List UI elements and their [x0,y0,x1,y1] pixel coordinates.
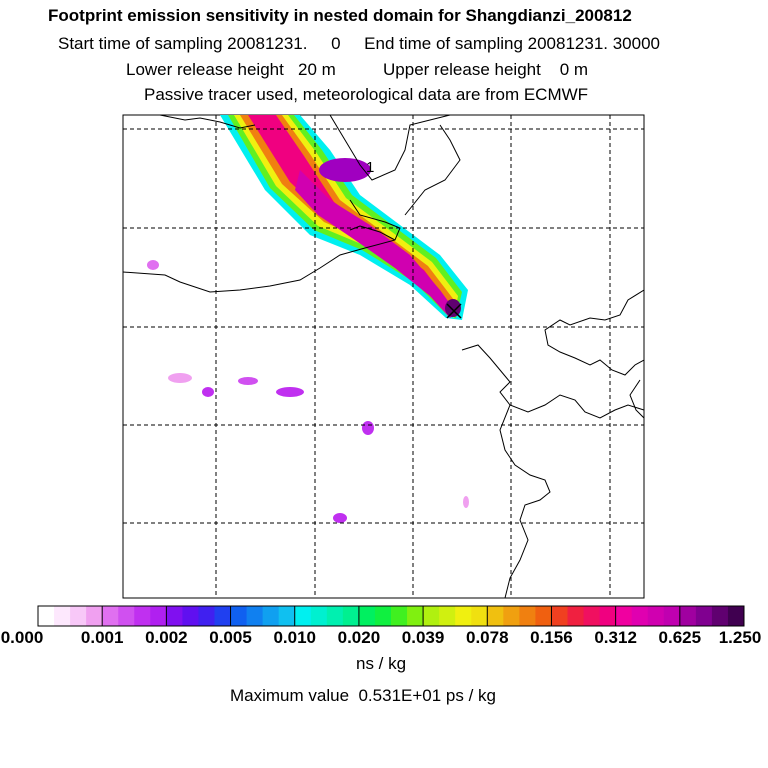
colorbar-label: 0.312 [594,628,637,647]
colorbar-swatch [631,606,649,626]
colorbar-swatch [134,606,151,626]
release-height-line: Lower release height 20 m Upper release … [126,60,589,79]
figure-title: Footprint emission sensitivity in nested… [48,6,632,25]
colorbar-label: 0.010 [273,628,316,647]
colorbar-swatch [407,606,424,626]
colorbar-swatch [246,606,264,626]
plume-core [295,170,456,318]
colorbar-swatch [391,606,408,626]
colorbar-swatch [663,606,681,626]
colorbar-swatch [727,606,745,626]
colorbar-label: 0.078 [465,628,509,647]
patch-west [147,260,159,270]
colorbar-swatch [326,606,344,626]
colorbar-swatch [695,606,713,626]
colorbar-label: 1.250 [718,628,762,647]
colorbar-units: ns / kg [356,654,407,673]
colorbar-swatch [439,606,456,626]
patch-sw-4 [276,387,304,397]
colorbar-swatch [471,606,488,626]
colorbar-swatch [679,606,697,626]
colorbar-label: 0.156 [530,628,573,647]
colorbar-swatch [567,606,585,626]
colorbar-swatch [647,606,665,626]
coastline-2 [461,344,644,419]
colorbar-label: 0.001 [80,628,124,647]
colorbar-swatch [118,606,135,626]
border-line-3 [329,115,451,181]
coastline-4 [629,379,644,419]
colorbar-swatch [310,606,328,626]
tracer-info-line: Passive tracer used, meteorological data… [144,85,589,104]
plume-core-dark [445,299,461,317]
colorbar-swatch [599,606,617,626]
colorbar-swatch [503,606,520,626]
colorbar-label: 0.039 [401,628,445,647]
colorbar-swatch [150,606,167,626]
border-line-1 [123,199,401,293]
colorbar-swatch [423,606,440,626]
map-frame [122,114,645,599]
colorbar-swatch [262,606,280,626]
colorbar-swatch [455,606,472,626]
sampling-time-line: Start time of sampling 20081231. 0 End t… [58,34,660,53]
colorbar-label: 0.020 [337,628,381,647]
colorbar-swatch [182,606,199,626]
colorbar-swatch [166,606,183,626]
colorbar-swatch [615,606,633,626]
station-marker [446,303,462,319]
colorbar-label: 0.002 [145,628,188,647]
colorbar-swatch [102,606,119,626]
colorbar-swatch [374,606,392,626]
colorbar-swatch [278,606,296,626]
colorbar-frame [37,605,745,627]
lat-lon-grid [123,115,644,598]
patch-sw-2 [202,387,214,397]
patch-sw-1 [168,373,192,383]
station-number-label: 1 [366,159,374,176]
colorbar-swatch [214,606,232,626]
colorbar-swatch [198,606,215,626]
colorbar-swatch [358,606,376,626]
colorbar [37,605,745,627]
colorbar-label: 0.000 [0,628,44,647]
colorbar-swatch [230,606,248,626]
colorbar-swatch [583,606,601,626]
colorbar-swatch [711,606,729,626]
colorbar-swatch [294,606,312,626]
colorbar-label: 0.625 [658,628,702,647]
colorbar-swatch [86,606,103,626]
maximum-value-text: Maximum value 0.531E+01 ps / kg [230,686,496,705]
coastline-3 [499,404,551,598]
colorbar-swatch [70,606,87,626]
colorbar-swatch [342,606,360,626]
colorbar-swatch [487,606,504,626]
colorbar-swatch [54,606,71,626]
border-line-2 [159,115,256,129]
patch-south-3 [463,496,469,508]
colorbar-swatch [535,606,552,626]
patch-south-1 [362,421,374,435]
colorbar-swatch [551,606,568,626]
patch-south-2 [333,513,347,523]
plume-core-purple-blob [319,158,371,182]
colorbar-swatch [38,606,55,626]
border-line-4 [404,124,461,216]
colorbar-label: 0.005 [209,628,252,647]
patch-sw-3 [238,377,258,385]
colorbar-swatch [519,606,536,626]
